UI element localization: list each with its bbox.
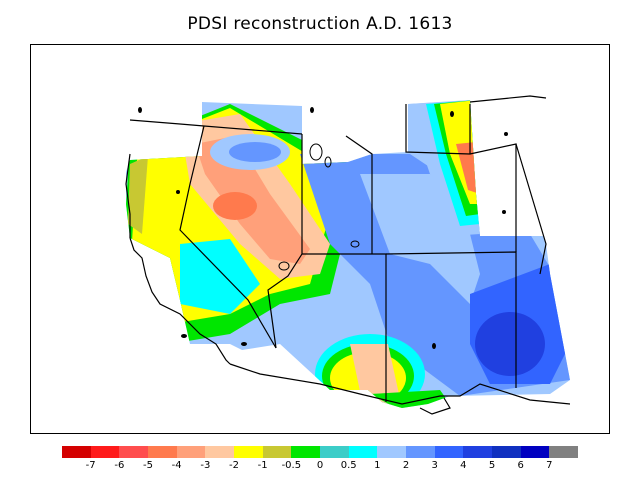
legend-swatch (262, 446, 292, 458)
legend-swatch (176, 446, 206, 458)
legend-label: 5 (488, 460, 496, 471)
legend-swatch (119, 446, 149, 458)
legend-label: -0.5 (281, 460, 302, 471)
legend-swatch (62, 446, 92, 458)
legend-label: 0.5 (340, 460, 357, 471)
legend-swatch (90, 446, 120, 458)
legend-label: -3 (200, 460, 211, 471)
legend-label: 1 (374, 460, 381, 471)
legend-swatch (148, 446, 178, 458)
legend-swatch (348, 446, 378, 458)
color-legend: -7 -6 -5 -4 -3 -2 -1 -0.5 0 0.5 1 2 3 4 5 6 7 (62, 446, 579, 476)
legend-swatch (377, 446, 407, 458)
legend-swatch (406, 446, 436, 458)
legend-swatch (520, 446, 550, 458)
legend-label: 4 (460, 460, 467, 471)
legend-swatch (549, 446, 579, 458)
legend-label: -5 (143, 460, 153, 471)
map-title: PDSI reconstruction A.D. 1613 (187, 14, 453, 34)
legend-swatch (320, 446, 350, 458)
legend-label: 3 (431, 460, 438, 471)
legend-swatch (463, 446, 493, 458)
legend-label: 7 (546, 460, 553, 471)
legend-swatch (205, 446, 235, 458)
legend-label: 2 (402, 460, 410, 471)
legend-label: -2 (229, 460, 239, 471)
legend-label: -7 (85, 460, 96, 471)
legend-swatch (492, 446, 522, 458)
legend-label: 6 (517, 460, 524, 471)
legend-swatch (234, 446, 264, 458)
legend-swatch (434, 446, 464, 458)
lakes (138, 107, 508, 349)
pdsi-field (126, 100, 570, 408)
boundaries (125, 95, 571, 415)
legend-label: 0 (316, 460, 324, 471)
legend-label: -1 (257, 460, 268, 471)
legend-label: -6 (114, 460, 125, 471)
pdsi-map (125, 95, 571, 415)
legend-label: -4 (171, 460, 182, 471)
legend-swatch (291, 446, 321, 458)
